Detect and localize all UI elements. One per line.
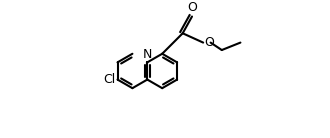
Text: O: O bbox=[204, 36, 214, 49]
Text: O: O bbox=[187, 1, 197, 14]
Text: Cl: Cl bbox=[103, 73, 116, 86]
Text: N: N bbox=[143, 48, 152, 61]
